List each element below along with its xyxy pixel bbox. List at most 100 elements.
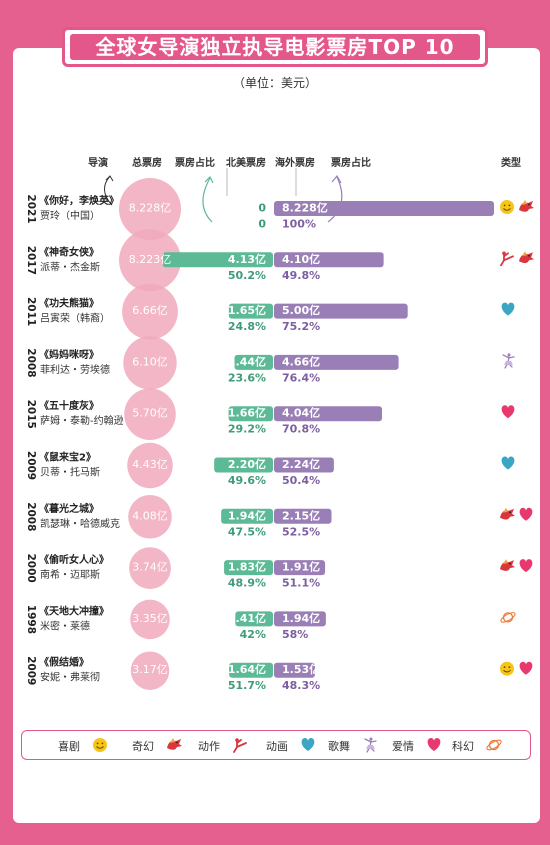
year-label: 2008 (25, 348, 37, 377)
na-value: 1.64亿 (228, 662, 266, 676)
na-bar (234, 354, 273, 370)
na-share: 42% (240, 628, 266, 641)
header-na: 北美票房 (226, 158, 266, 169)
intl-bar (274, 406, 383, 422)
intl-bar (274, 662, 315, 678)
director-name: 萨姆・泰勒-约翰逊 (40, 414, 124, 427)
total-circle (123, 336, 177, 390)
dragon-icon (500, 559, 515, 571)
na-value: 1.41亿 (228, 611, 266, 625)
film-row: 2009 3.17亿 《假结婚》安妮・弗莱彻 1.64亿 51.7% 1.53亿 48.3% (25, 651, 533, 692)
year-label: 1998 (25, 605, 37, 634)
film-row: 2011 6.66亿 《功夫熊猫》吕寅荣（韩裔） 1.65亿 24.8% 5.00亿 75.… (25, 283, 515, 340)
director-name: 吕寅荣（韩裔） (40, 312, 110, 325)
kick-icon (233, 738, 247, 753)
na-share: 24.8% (228, 320, 266, 333)
smiley-icon (500, 661, 514, 676)
film-title: 《假结婚》 (39, 656, 89, 669)
year-label: 2011 (25, 297, 37, 326)
heart-icon (519, 559, 533, 573)
na-share: 29.2% (228, 423, 266, 436)
genre-cell (500, 507, 515, 520)
total-label: 5.70亿 (132, 407, 168, 420)
intl-bar (274, 201, 494, 216)
director-name: 凯瑟琳・哈德威克 (40, 517, 120, 530)
na-share-arrow (202, 177, 213, 223)
film-title: 《功夫熊猫》 (39, 297, 99, 310)
na-bar (214, 457, 273, 473)
total-label: 8.223亿 (129, 253, 172, 266)
genre-cell (519, 200, 534, 212)
intl-share: 58% (282, 628, 308, 641)
na-value: 1.66亿 (228, 406, 266, 420)
director-name: 米密・莱德 (40, 619, 90, 632)
title-box: 全球女导演独立执导电影票房TOP 10 (62, 27, 488, 67)
legend-label: 喜剧 (58, 740, 80, 753)
total-circle (130, 651, 170, 690)
intl-share: 76.4% (282, 371, 320, 384)
header-director: 导演 (88, 158, 108, 169)
total-label: 3.35亿 (132, 612, 168, 625)
total-label: 6.66亿 (132, 304, 168, 317)
legend: 喜剧 奇幻 动作 动画 歌舞 爱情 科幻 (21, 730, 531, 760)
heart-icon (501, 456, 515, 470)
legend-label: 动画 (266, 740, 288, 753)
intl-value: 2.15亿 (282, 508, 320, 522)
heart-icon (519, 661, 533, 675)
heart-icon (501, 405, 515, 419)
film-title: 《五十度灰》 (39, 399, 99, 412)
dancer-icon (502, 353, 515, 369)
heart-icon (519, 507, 533, 521)
genre-cell (500, 661, 514, 676)
na-share: 48.9% (228, 577, 266, 590)
unit-label: （单位：美元） (232, 76, 317, 90)
year-label: 2008 (25, 502, 37, 531)
total-label: 3.74亿 (132, 561, 168, 574)
intl-share: 100% (282, 218, 316, 231)
na-value: 1.44亿 (228, 354, 266, 368)
total-circle (128, 494, 172, 539)
film-title: 《偷听女人心》 (39, 553, 109, 566)
dragon-icon (500, 507, 515, 520)
dragon-icon (167, 738, 182, 750)
film-row: 2015 5.70亿 《五十度灰》萨姆・泰勒-约翰逊 1.66亿 29.2% 4.04亿 7… (25, 388, 515, 441)
total-label: 4.43亿 (132, 458, 168, 471)
page-title: 全球女导演独立执导电影票房TOP 10 (70, 34, 480, 60)
director-name: 菲利达・劳埃德 (40, 363, 110, 376)
year-label: 2009 (25, 656, 37, 685)
dragon-icon (167, 738, 182, 750)
intl-share: 70.8% (282, 423, 320, 436)
director-name: 贾玲（中国） (40, 209, 100, 222)
heart-icon (301, 738, 315, 751)
genre-cell (519, 661, 533, 675)
film-title: 《妈妈咪呀》 (39, 348, 99, 361)
na-share: 51.7% (228, 679, 266, 692)
genre-cell (519, 507, 533, 521)
total-circle (124, 388, 176, 441)
year-label: 2021 (25, 194, 37, 223)
na-bar (224, 560, 273, 576)
na-bar (162, 252, 273, 268)
genre-cell (501, 456, 515, 470)
film-title: 《你好，李焕英》 (39, 194, 119, 207)
intl-value: 2.24亿 (282, 457, 320, 471)
na-value: 1.83亿 (228, 560, 266, 574)
film-row: 2008 6.10亿 《妈妈咪呀》菲利达・劳埃德 1.44亿 23.6% 4.66亿 76.… (25, 336, 515, 390)
genre-cell (500, 559, 515, 571)
total-label: 4.08亿 (132, 509, 168, 522)
intl-share: 51.1% (282, 577, 320, 590)
header-total: 总票房 (132, 158, 162, 169)
total-circle (130, 599, 170, 640)
total-label: 6.10亿 (132, 355, 168, 368)
intl-value: 4.66亿 (282, 354, 320, 368)
na-value: 4.13亿 (228, 252, 266, 266)
intl-share: 52.5% (282, 525, 320, 538)
film-title: 《神奇女侠》 (39, 245, 99, 258)
smiley-icon (500, 200, 514, 214)
header-na-share: 票房占比 (175, 158, 215, 169)
ringed-planet-icon (486, 739, 502, 751)
director-name: 派蒂・杰金斯 (40, 260, 100, 273)
na-bar (221, 508, 273, 524)
intl-share: 49.8% (282, 269, 320, 282)
